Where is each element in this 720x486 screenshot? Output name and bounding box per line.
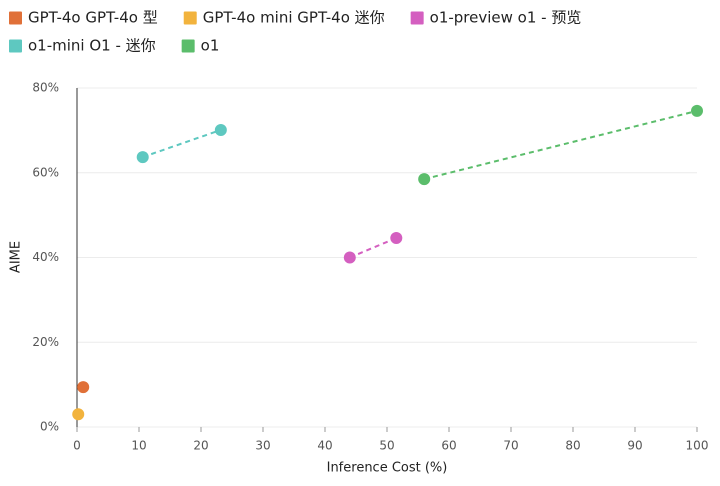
x-tick-label: 0 [73,439,81,453]
legend-label: GPT-4o mini GPT-4o 迷你 [203,9,385,27]
x-tick-label: 90 [627,439,642,453]
legend-swatch [181,39,195,53]
y-tick-label: 40% [32,250,59,264]
y-tick-label: 80% [32,81,59,95]
point [343,251,356,264]
point [390,232,403,245]
x-axis-title: Inference Cost (%) [327,461,448,476]
point [77,381,90,394]
point [214,123,227,136]
x-tick-label: 30 [255,439,270,453]
y-tick-label: 60% [32,165,59,179]
legend-label: GPT-4o GPT-4o 型 [28,9,158,27]
x-tick-label: 50 [379,439,394,453]
legend-item: o1-mini O1 - 迷你 [9,37,156,55]
point [72,408,85,421]
point [136,151,149,164]
legend-item: o1-preview o1 - 预览 [410,9,582,27]
legend-swatch [183,11,197,25]
x-tick-label: 80 [565,439,580,453]
x-tick-label: 40 [317,439,332,453]
legend-item: o1 [181,37,220,55]
legend-swatch [410,11,424,25]
x-tick-label: 20 [193,439,208,453]
connector-line [423,109,698,181]
x-tick-label: 70 [503,439,518,453]
y-axis-title: AIME [9,241,24,273]
y-tick-label: 20% [32,335,59,349]
legend-label: o1 [201,37,220,55]
point [691,104,703,117]
legend-item: GPT-4o mini GPT-4o 迷你 [183,9,385,27]
legend-swatch [9,39,22,53]
legend-label: o1-mini O1 - 迷你 [28,37,156,55]
x-tick-label: 100 [686,439,709,453]
legend-item: GPT-4o GPT-4o 型 [9,9,158,27]
connector-line [349,237,397,259]
point [418,173,431,186]
x-tick-label: 10 [131,439,146,453]
y-tick-label: 0% [40,420,59,434]
x-tick-label: 60 [441,439,456,453]
legend-swatch [9,11,22,25]
legend-label: o1-preview o1 - 预览 [430,9,582,27]
connector-line [142,129,222,159]
